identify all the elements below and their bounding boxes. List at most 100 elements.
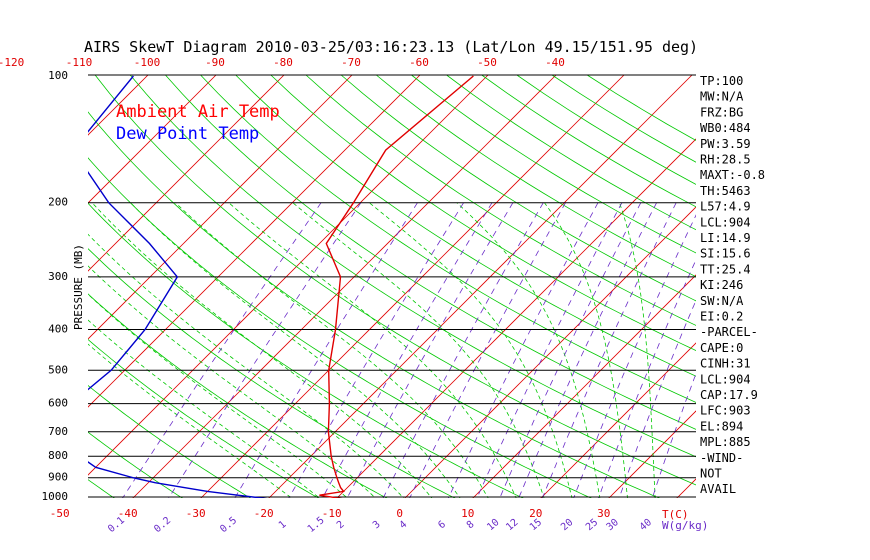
- index-entry: NOT: [700, 467, 722, 481]
- top-temp-tick-label: -40: [545, 56, 565, 69]
- index-entry: L57:4.9: [700, 200, 751, 214]
- pressure-tick-label: 500: [48, 363, 68, 376]
- index-entry: CINH:31: [700, 357, 751, 371]
- index-entry: KI:246: [700, 278, 743, 292]
- mixing-ratio-line: [346, 202, 514, 498]
- dry-adiabat-line: [164, 75, 696, 430]
- moist-adiabat-line: [619, 202, 656, 498]
- mixing-ratio-line: [651, 372, 696, 498]
- isotherm-line: [805, 57, 870, 506]
- mixing-ratio-line: [598, 259, 696, 498]
- pressure-tick-label: 300: [48, 270, 68, 283]
- legend: Ambient Air Temp Dew Point Temp: [116, 102, 280, 144]
- top-temp-tick-label: -90: [205, 56, 225, 69]
- mixing-ratio-line: [541, 202, 677, 498]
- bottom-temp-tick-label: 0: [396, 507, 403, 520]
- index-entry: SI:15.6: [700, 247, 751, 261]
- top-temp-tick-label: -80: [273, 56, 293, 69]
- pressure-tick-label: 700: [48, 425, 68, 438]
- moist-adiabat-line: [88, 233, 405, 498]
- index-entry: MAXT:-0.8: [700, 168, 765, 182]
- moist-adiabat-lines: [88, 202, 656, 498]
- bottom-temp-tick-label: -50: [50, 507, 70, 520]
- isotherm-line: [336, 138, 696, 498]
- isotherm-line: [88, 75, 489, 476]
- bottom-temp-tick-label: -30: [186, 507, 206, 520]
- top-temp-tick-label: -100: [134, 56, 161, 69]
- pressure-tick-label: 1000: [42, 490, 69, 503]
- index-entry: PW:3.59: [700, 137, 751, 151]
- mixing-ratio-line: [476, 202, 623, 498]
- dry-adiabat-line: [410, 75, 696, 254]
- mixing-ratio-line: [321, 202, 493, 498]
- dry-adiabat-line: [235, 75, 696, 377]
- mixing-ratio-axis-unit: W(g/kg): [662, 519, 708, 532]
- chart-title: AIRS SkewT Diagram 2010-03-25/03:16:23.1…: [84, 38, 698, 56]
- dry-adiabat-line: [375, 75, 696, 278]
- isotherm-line: [737, 57, 870, 506]
- bottom-temp-tick-label: -10: [322, 507, 342, 520]
- dry-adiabat-line: [305, 75, 696, 326]
- dry-adiabat-line: [129, 75, 696, 458]
- moist-adiabat-line: [175, 202, 489, 498]
- mixing-ratio-line: [168, 202, 362, 498]
- dew-point-temp-line: [88, 75, 268, 498]
- dry-adiabat-line: [551, 75, 696, 163]
- bottom-temp-tick-label: -40: [118, 507, 138, 520]
- mixing-ratio-tick-label: 2: [335, 519, 347, 531]
- moist-adiabat-line: [228, 202, 517, 498]
- index-entry: FRZ:BG: [700, 105, 743, 119]
- mixing-ratio-lines: [122, 202, 696, 498]
- dry-adiabat-line: [445, 75, 696, 231]
- top-temp-tick-label: -70: [341, 56, 361, 69]
- pressure-tick-label: 900: [48, 471, 68, 484]
- index-entry: WB0:484: [700, 121, 751, 135]
- isotherm-line: [608, 410, 696, 498]
- series-group: [88, 75, 474, 498]
- index-entry: TH:5463: [700, 184, 751, 198]
- pressure-tick-labels: 100 200 300 400 500 600 700 800 900 1000: [42, 69, 69, 503]
- index-entry: TP:100: [700, 74, 743, 88]
- bottom-temp-tick-label: -20: [254, 507, 274, 520]
- index-entry: AVAIL: [700, 482, 736, 496]
- mixing-ratio-tick-label: 0.2: [152, 515, 173, 535]
- isotherm-line: [88, 75, 421, 408]
- mixing-ratio-tick-label: 40: [638, 517, 654, 533]
- pressure-tick-label: 100: [48, 69, 68, 82]
- isotherm-line: [88, 75, 285, 272]
- isotherm-line: [88, 75, 217, 204]
- dry-adiabat-line: [481, 75, 696, 208]
- mixing-ratio-tick-label: 12: [504, 517, 520, 533]
- mixing-ratio-tick-label: 8: [465, 519, 477, 531]
- dry-adiabat-line: [516, 75, 696, 185]
- index-entry: LI:14.9: [700, 231, 751, 245]
- mixing-ratio-line: [382, 202, 544, 498]
- mixing-ratio-tick-label: 6: [436, 519, 448, 531]
- dry-adiabat-line: [200, 75, 696, 403]
- isotherm-line: [132, 75, 557, 498]
- index-entry: CAPE:0: [700, 341, 743, 355]
- temperature-axis-unit: T(C): [662, 508, 689, 521]
- pressure-tick-label: 400: [48, 322, 68, 335]
- stability-indices-panel: TP:100MW:N/AFRZ:BGWB0:484PW:3.59RH:28.5M…: [700, 74, 765, 496]
- mixing-ratio-tick-label: 20: [559, 517, 575, 533]
- moist-adiabat-line: [91, 202, 433, 498]
- mixing-ratio-line: [409, 202, 566, 498]
- moist-adiabat-line: [292, 202, 545, 498]
- top-temp-tick-label: -60: [409, 56, 429, 69]
- index-entry: -WIND-: [700, 451, 743, 465]
- pressure-tick-label: 800: [48, 449, 68, 462]
- moist-adiabat-line: [88, 319, 320, 498]
- dry-adiabat-line: [88, 157, 592, 498]
- index-entry: RH:28.5: [700, 153, 751, 167]
- dry-adiabat-line: [340, 75, 696, 302]
- top-temp-tick-label: -120: [0, 56, 24, 69]
- index-entry: TT:25.4: [700, 262, 751, 276]
- index-entry: -PARCEL-: [700, 325, 758, 339]
- index-entry: MPL:885: [700, 435, 751, 449]
- mixing-ratio-tick-label: 3: [371, 519, 383, 531]
- index-entry: MW:N/A: [700, 90, 744, 104]
- isotherm-line: [472, 274, 696, 498]
- isotherm-line: [200, 75, 625, 498]
